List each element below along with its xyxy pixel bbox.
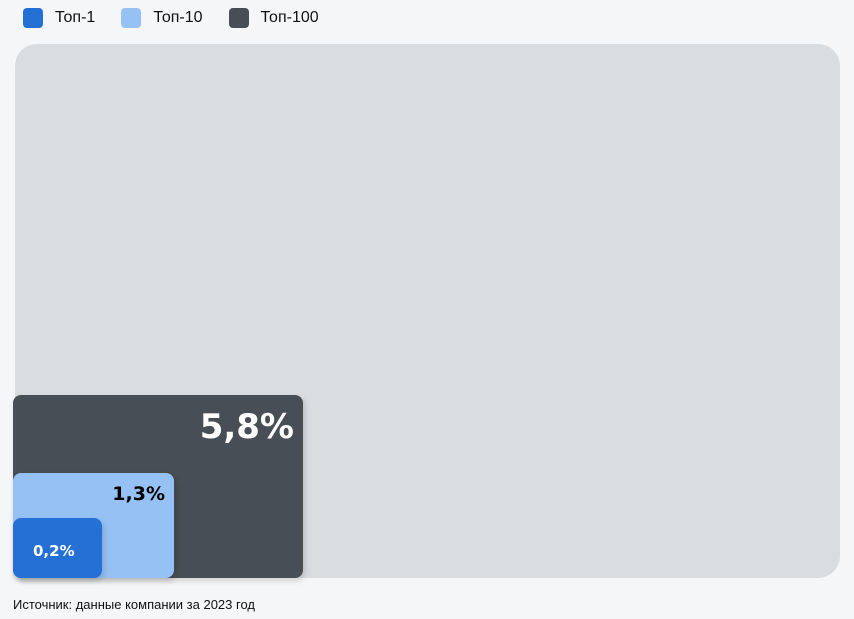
legend-label: Топ-10: [153, 9, 203, 26]
legend-swatch: [121, 8, 142, 28]
legend-swatch: [23, 8, 43, 28]
source-note: Источник: данные компании за 2023 год: [13, 597, 255, 612]
legend-item: Топ-100: [228, 8, 319, 28]
legend-item: Топ-1: [23, 8, 95, 28]
data-label: 1,3%: [112, 483, 165, 505]
legend-item: Топ-10: [121, 8, 203, 28]
legend: Топ-1 Топ-10 Топ-100: [23, 8, 345, 28]
area-box-Топ-1: 0,2%: [13, 518, 102, 578]
data-label: 0,2%: [33, 542, 75, 560]
legend-label: Топ-1: [55, 9, 96, 26]
legend-label: Топ-100: [260, 9, 319, 26]
data-label: 5,8%: [199, 407, 294, 447]
legend-swatch: [228, 8, 249, 28]
